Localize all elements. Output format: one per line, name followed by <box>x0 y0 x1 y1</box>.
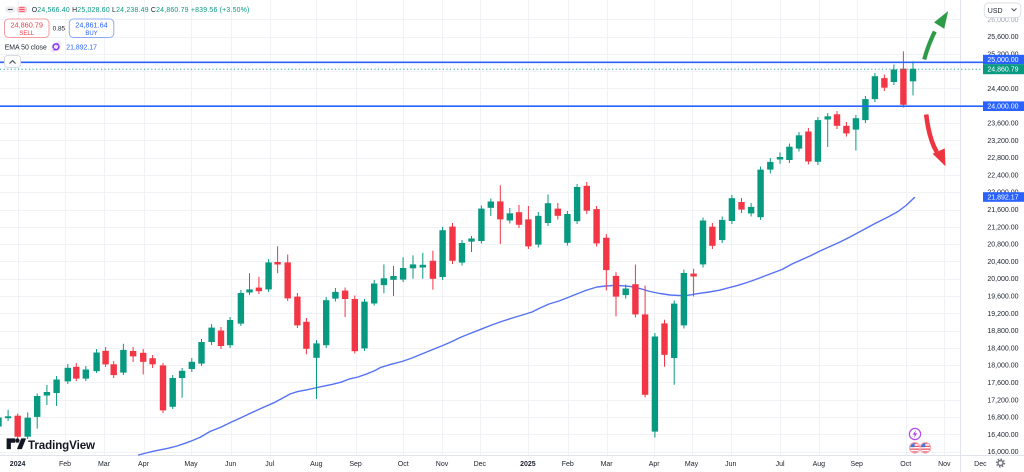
svg-text:Jul: Jul <box>265 461 274 468</box>
svg-text:18,400.00: 18,400.00 <box>987 345 1018 352</box>
svg-text:0.85: 0.85 <box>53 25 66 32</box>
svg-text:Feb: Feb <box>59 461 71 468</box>
svg-text:18,000.00: 18,000.00 <box>987 363 1018 370</box>
svg-text:Apr: Apr <box>138 461 150 468</box>
svg-text:Sep: Sep <box>349 461 362 468</box>
svg-text:21,600.00: 21,600.00 <box>987 207 1018 214</box>
svg-text:22,400.00: 22,400.00 <box>987 173 1018 180</box>
svg-text:23,600.00: 23,600.00 <box>987 121 1018 128</box>
svg-text:18,800.00: 18,800.00 <box>987 328 1018 335</box>
svg-text:TradingView: TradingView <box>28 439 96 452</box>
svg-text:24,860.79: 24,860.79 <box>10 21 42 30</box>
svg-text:17,200.00: 17,200.00 <box>987 397 1018 404</box>
svg-text:22,800.00: 22,800.00 <box>987 155 1018 162</box>
svg-text:25,000.00: 25,000.00 <box>987 57 1018 64</box>
svg-text:Apr: Apr <box>649 461 661 468</box>
svg-text:Dec: Dec <box>474 461 487 468</box>
svg-text:21,892.17: 21,892.17 <box>66 45 97 52</box>
svg-text:Jun: Jun <box>225 461 236 468</box>
svg-text:2024: 2024 <box>10 461 26 468</box>
svg-text:2025: 2025 <box>520 461 536 468</box>
svg-text:16,400.00: 16,400.00 <box>987 432 1018 439</box>
svg-text:16,000.00: 16,000.00 <box>987 449 1018 456</box>
svg-text:Aug: Aug <box>813 461 826 468</box>
svg-text:Nov: Nov <box>436 461 449 468</box>
svg-text:O24,566.40 H25,028.60 L24,238.: O24,566.40 H25,028.60 L24,238.49 C24,860… <box>32 7 250 14</box>
svg-text:USD: USD <box>988 8 1003 15</box>
svg-text:20,000.00: 20,000.00 <box>987 276 1018 283</box>
svg-text:SELL: SELL <box>19 31 34 37</box>
svg-text:Aug: Aug <box>310 461 323 468</box>
svg-text:24,860.79: 24,860.79 <box>987 67 1018 74</box>
svg-text:Jul: Jul <box>776 461 785 468</box>
svg-text:May: May <box>685 461 699 468</box>
svg-text:16,800.00: 16,800.00 <box>987 415 1018 422</box>
svg-text:24,000.00: 24,000.00 <box>987 104 1018 111</box>
svg-text:EMA 50 close: EMA 50 close <box>5 45 47 52</box>
svg-text:17,600.00: 17,600.00 <box>987 380 1018 387</box>
svg-text:Oct: Oct <box>900 461 911 468</box>
svg-text:21,892.17: 21,892.17 <box>987 195 1018 202</box>
svg-text:20,800.00: 20,800.00 <box>987 242 1018 249</box>
svg-text:Jun: Jun <box>725 461 736 468</box>
svg-text:Sep: Sep <box>850 461 863 468</box>
svg-text:Dec: Dec <box>974 461 987 468</box>
svg-text:24,400.00: 24,400.00 <box>987 86 1018 93</box>
svg-text:Mar: Mar <box>601 461 614 468</box>
svg-text:25,600.00: 25,600.00 <box>987 34 1018 41</box>
svg-text:May: May <box>184 461 198 468</box>
svg-text:Nov: Nov <box>938 461 951 468</box>
svg-text:BUY: BUY <box>85 31 97 37</box>
svg-text:Mar: Mar <box>98 461 111 468</box>
svg-text:19,200.00: 19,200.00 <box>987 311 1018 318</box>
svg-text:20,400.00: 20,400.00 <box>987 259 1018 266</box>
svg-text:Oct: Oct <box>398 461 409 468</box>
svg-text:24,861.64: 24,861.64 <box>75 21 107 30</box>
svg-text:19,600.00: 19,600.00 <box>987 294 1018 301</box>
svg-text:26,000.00: 26,000.00 <box>987 17 1018 24</box>
svg-text:21,200.00: 21,200.00 <box>987 224 1018 231</box>
svg-text:23,200.00: 23,200.00 <box>987 138 1018 145</box>
svg-text:Feb: Feb <box>562 461 574 468</box>
